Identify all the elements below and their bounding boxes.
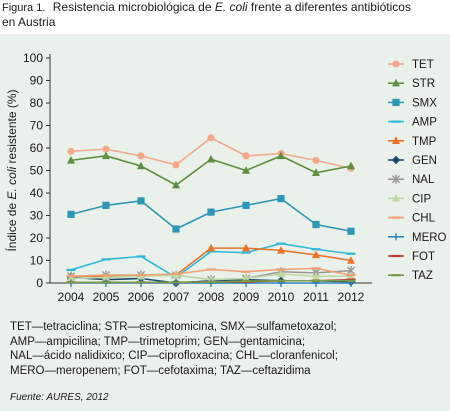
y-tick-label: 50 [30,164,44,178]
data-point-tet [207,134,215,142]
abbreviation-line: TET—tetraciclina; STR—estreptomicina, SM… [10,321,337,333]
legend-marker-str [392,78,400,87]
data-point-smx [67,210,75,218]
legend-label-taz: TAZ [412,270,433,282]
x-tick-label: 2011 [303,290,329,304]
y-axis-label: Índice de E. coli resistente (%) [4,89,19,251]
data-point-tmp [207,243,215,252]
y-tick-label: 40 [30,186,44,200]
data-point-cip [102,272,110,281]
data-point-tmp [312,250,320,259]
figure-label: Figura 1. [2,2,46,14]
data-point-tmp [242,243,250,252]
y-tick-label: 60 [30,141,44,155]
legend-marker-tet [392,60,400,68]
data-point-str [277,151,285,160]
data-point-tet [312,156,320,164]
data-point-str [172,180,180,189]
legend-label-nal: NAL [412,174,435,186]
figure-title-line2: en Austria [2,15,56,29]
legend-marker-nal [391,174,401,184]
data-point-str [67,155,75,164]
data-point-tet [67,147,75,155]
x-tick-label: 2007 [163,290,190,304]
legend-label-mero: MERO [412,232,447,244]
legend-label-tmp: TMP [412,136,437,148]
legend-label-amp: AMP [412,117,437,129]
data-point-str [137,161,145,170]
data-point-cip [67,274,75,282]
data-point-tet [172,161,180,169]
data-point-smx [312,220,320,229]
figure-title-before: Resistencia microbiológica de [52,0,215,14]
legend-label-str: STR [412,78,435,90]
x-tick-label: 2009 [233,290,260,304]
legend-marker-smx [392,98,400,106]
data-point-smx [172,225,180,233]
data-point-str [242,166,250,174]
abbreviation-list: TET—tetraciclina; STR—estreptomicina, SM… [10,320,440,378]
x-tick-label: 2005 [93,290,120,304]
data-point-tmp [347,256,355,264]
abbreviation-line: MERO—meropenem; FOT—cefotaxima; TAZ—ceft… [10,364,311,377]
x-tick-label: 2012 [338,290,365,304]
data-point-smx [242,201,250,209]
chart-panel [0,34,450,411]
legend-marker-mero [392,233,400,241]
data-point-smx [137,197,145,205]
y-tick-label: 10 [30,254,44,268]
data-point-str [207,154,215,163]
source-note: Fuente: AURES, 2012 [10,392,109,403]
y-tick-label: 80 [30,96,44,110]
y-tick-label: 30 [30,209,44,223]
figure-title-after: frente a diferentes antibióticos [247,0,411,14]
data-point-cip [312,271,320,280]
legend-label-chl: CHL [412,213,436,225]
data-point-cip [277,269,285,278]
x-tick-label: 2004 [58,290,85,304]
figure-caption: Figura 1. Resistencia microbiológica de … [2,0,448,29]
legend-marker-cip [392,194,400,202]
x-tick-label: 2010 [268,290,295,304]
data-point-str [102,151,110,160]
data-point-smx [277,195,285,203]
legend-marker-tmp [392,136,400,144]
data-point-tet [137,152,145,160]
data-point-str [312,168,320,176]
data-point-smx [102,201,110,209]
legend-label-tet: TET [412,59,434,71]
series-line-tet [70,136,352,170]
legend-label-smx: SMX [412,97,437,109]
data-point-smx [207,208,215,216]
legend-marker-gen [391,155,401,165]
data-point-str [347,161,355,170]
abbreviation-line: NAL—ácido nalidixico; CIP—ciprofloxacina… [10,350,338,363]
data-point-mero [207,279,215,287]
y-tick-label: 90 [30,74,44,88]
legend-label-fot: FOT [412,251,435,263]
y-tick-label: 20 [30,231,44,245]
data-point-tet [102,145,110,153]
data-point-cip [242,274,250,282]
legend-label-cip: CIP [412,193,432,205]
line-chart: 0 10 20 30 40 50 60 70 80 90 100 2004 2005 2006 2007 20… [4,51,447,304]
data-point-tmp [277,245,285,254]
data-point-tet [242,152,250,160]
abbreviation-line: AMP—ampicilina; TMP—trimetoprim; GEN—gen… [10,335,306,348]
y-tick-label: 0 [36,276,43,290]
y-tick-label: 70 [30,119,44,133]
figure-title-italic: E. coli [214,0,248,14]
legend-label-gen: GEN [412,155,437,167]
x-tick-label: 2008 [198,290,225,304]
y-tick-label: 100 [23,51,43,65]
x-tick-label: 2006 [128,290,155,304]
data-point-smx [347,227,355,235]
